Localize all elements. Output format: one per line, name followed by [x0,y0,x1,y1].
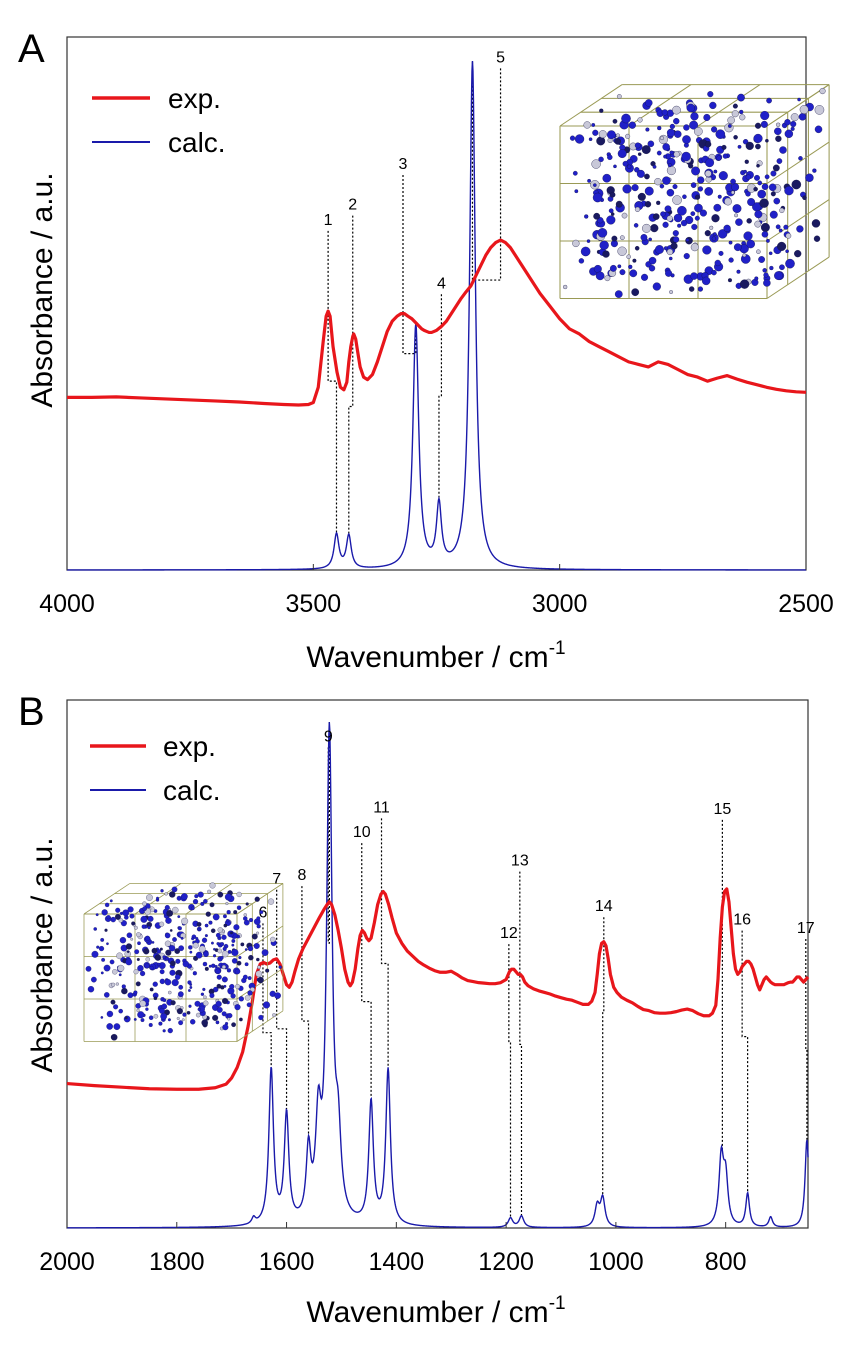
panel-b-x-tick-label-1600: 1600 [259,1248,315,1276]
panel-a-x-tick-label-3500: 3500 [286,590,342,618]
panel-b-series-exp-line [66,887,810,1091]
panel-b-peak-leader-10 [361,843,372,1098]
panel-a-x-axis-label-main: Wavenumber / cm [306,641,548,674]
panel-b-series-calc-line [66,722,809,1229]
panel-b-peak-leader-6 [262,923,272,1067]
panel-b-peak-labels: 67891011121314151617 [259,728,815,942]
panel-b-x-tick-label-1800: 1800 [149,1248,205,1276]
panel-a-x-tick-label-3000: 3000 [532,590,588,618]
panel-a-peak-leader-1 [327,230,338,533]
panel-a-series-calc-line [67,60,806,571]
panel-a-peak-label-3: 3 [399,156,408,173]
panel-b-peak-leaders [262,721,808,1218]
panel-a-legend-calc: calc. [168,127,226,158]
panel-b-y-axis-label: Absorbance / a.u. [26,837,59,1072]
panel-a-frame [66,36,807,571]
panel-b-x-axis-label-sup: -1 [549,1293,566,1314]
panel-b-peak-leader-16 [741,930,749,1193]
panel-b-peak-leader-11 [380,818,389,1068]
panel-b-peak-leader-17 [805,938,808,1140]
panel-b-peak-leader-8 [301,886,310,1136]
panel-b-x-axis-label: Wavenumber / cm-1 [306,1293,565,1329]
panel-a-x-axis-label: Wavenumber / cm-1 [306,638,565,674]
panel-a-peak-labels: 12 3 4 5 [324,49,505,292]
panel-b-x-ticks: 2000 1800 1600 1400 1200 1000 800 [39,1222,747,1276]
panel-a-x-tick-label-2500: 2500 [778,590,834,618]
panel-a-peak-label-4: 4 [437,275,446,292]
panel-a-peak-label-5: 5 [496,49,505,66]
panel-b-molecular-cell-image [83,882,284,1042]
panel-b-peak-leader-9 [327,721,330,944]
panel-a-peak-leader-2 [348,215,354,535]
panel-b-peak-leader-14 [602,917,605,1196]
panel-b-x-tick-label-1000: 1000 [588,1248,644,1276]
panel-b-peak-leader-12 [508,944,512,1218]
panel-a-legend-exp: exp. [168,83,221,114]
panel-b-peak-label-16: 16 [733,912,751,929]
panel-b-x-axis-label-main: Wavenumber / cm [306,1296,548,1329]
panel-b-peak-label-8: 8 [297,867,306,884]
panel-a-y-axis-label: Absorbance / a.u. [26,172,59,407]
panel-b-x-tick-label-1400: 1400 [369,1248,425,1276]
panel-b-frame [66,699,809,1229]
panel-b-label: B [18,690,45,734]
panel-b-peak-label-9: 9 [324,728,333,745]
panel-a-peak-leader-5 [471,60,502,281]
panel-a-molecular-cell-image [559,84,830,300]
panel-a: A Absorbance / a.u. 12 3 4 5 4000 3500 3000 25… [18,27,834,674]
panel-a-x-axis-label-sup: -1 [549,638,566,659]
panel-a-x-tick-label-4000: 4000 [39,590,95,618]
panel-a-label: A [18,27,45,71]
panel-b-plot-area: 67891011121314151617 [66,699,815,1229]
panel-a-peak-label-1: 1 [324,212,333,229]
panel-a-peak-leader-3 [402,174,417,355]
panel-b-legend-calc: calc. [163,775,221,806]
panel-b-series [66,722,810,1229]
panel-a-plot-area: 12 3 4 5 [66,36,807,571]
panel-a-peak-label-2: 2 [348,197,357,214]
panel-a-peak-leaders [327,60,502,535]
panel-a-legend: exp. calc. [92,83,226,158]
panel-b-peak-label-13: 13 [511,853,529,870]
panel-b-peak-label-11: 11 [373,799,390,816]
panel-b: B Absorbance / a.u. 67891011121314151617… [18,690,815,1329]
panel-b-peak-label-12: 12 [500,925,518,942]
panel-b-peak-label-7: 7 [272,871,281,888]
panel-b-peak-label-14: 14 [595,898,613,915]
panel-b-legend: exp. calc. [90,731,221,806]
panel-b-peak-label-15: 15 [713,801,731,818]
panel-b-peak-label-17: 17 [797,920,815,937]
panel-b-x-tick-label-800: 800 [705,1248,747,1276]
panel-b-legend-exp: exp. [163,731,216,762]
panel-b-x-tick-label-1200: 1200 [478,1248,534,1276]
panel-b-peak-leader-13 [519,871,523,1216]
panel-a-series-exp-line [67,238,807,407]
panel-a-x-ticks: 4000 3500 3000 2500 [39,564,834,618]
panel-a-series [67,60,807,571]
panel-b-peak-leader-7 [276,889,288,1110]
panel-b-peak-label-10: 10 [353,824,371,841]
panel-b-x-tick-label-2000: 2000 [39,1248,95,1276]
